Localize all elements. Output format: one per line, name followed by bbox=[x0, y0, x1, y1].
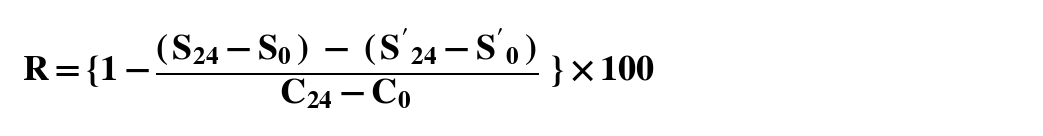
Text: $\mathbf{R=\{1-\dfrac{(\,S_{24}-S_0\,)\ -\ (\,S^{\prime}{}_{24}-S^{\prime}{}_0\,: $\mathbf{R=\{1-\dfrac{(\,S_{24}-S_0\,)\ … bbox=[22, 26, 655, 110]
